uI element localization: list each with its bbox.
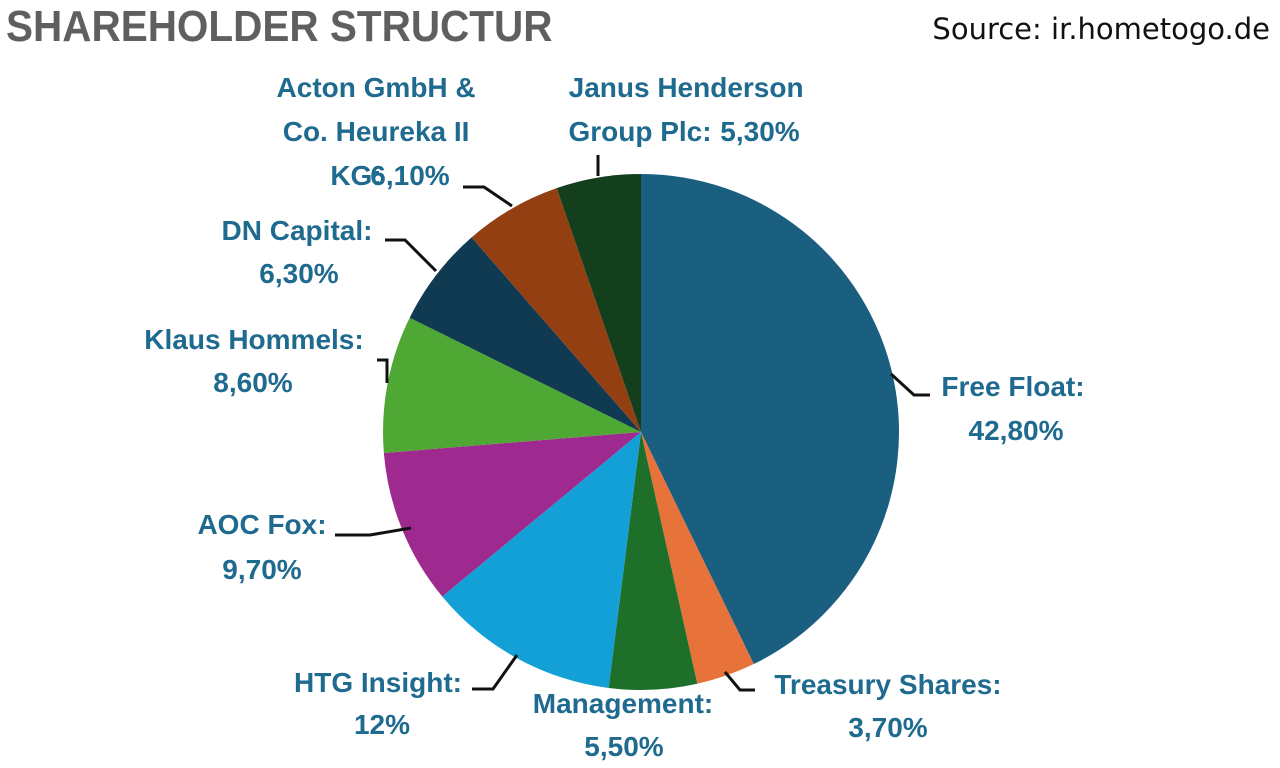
slice-label-klaus-hommels: Klaus Hommels:	[144, 324, 363, 355]
leader-line-acton	[463, 185, 513, 208]
leader-line-htg-insight	[472, 654, 519, 691]
slice-label-acton-line-1: Acton GmbH &	[277, 72, 476, 103]
slice-value-klaus-hommels: 8,60%	[213, 367, 292, 398]
slice-label-acton-line-2: Co. Heureka II	[283, 116, 470, 147]
pie-slice-dn-capital	[409, 237, 641, 432]
pie-slice-aoc-fox	[383, 432, 641, 597]
leader-line-free-float	[889, 372, 930, 397]
slice-value-management: 5,50%	[584, 731, 663, 762]
source-note: Source: ir.hometogo.de	[932, 12, 1270, 46]
pie-slice-htg-insight	[442, 432, 641, 688]
slice-value-aoc-fox: 9,70%	[222, 554, 301, 585]
slice-label-treasury-shares: Treasury Shares:	[774, 669, 1001, 700]
pie-slice-acton	[471, 188, 641, 432]
slice-label-janus-henderson: Janus Henderson Group Plc:	[568, 72, 811, 147]
slice-value-free-float: 42,80%	[969, 415, 1064, 446]
pie-slice-free-float	[641, 174, 900, 665]
slice-label-janus-line-1: Janus Henderson	[569, 72, 804, 103]
slice-label-janus-line-2: Group Plc:	[568, 116, 711, 147]
slice-value-treasury-shares: 3,70%	[848, 712, 927, 743]
leader-line-dn-capital	[385, 238, 438, 273]
leader-lines	[335, 155, 930, 692]
slice-value-dn-capital: 6,30%	[259, 258, 338, 289]
slice-label-free-float: Free Float:	[941, 371, 1084, 402]
leader-line-klaus-hommels	[377, 358, 389, 383]
slice-value-janus-henderson: 5,30%	[720, 116, 799, 147]
leader-line-aoc-fox	[335, 526, 412, 537]
slice-label-aoc-fox: AOC Fox:	[197, 509, 326, 540]
slice-label-management: Management:	[533, 688, 713, 719]
pie-slice-klaus-hommels	[383, 317, 641, 454]
chart-title: SHAREHOLDER STRUCTUR	[6, 2, 553, 51]
slice-label-dn-capital: DN Capital:	[222, 215, 373, 246]
slice-value-acton: 6,10%	[370, 160, 449, 191]
leader-line-treasury-shares	[723, 671, 755, 692]
pie-slice-janus-henderson	[556, 174, 641, 432]
slice-label-acton: Acton GmbH & Co. Heureka II KG:	[277, 72, 484, 191]
slice-label-htg-insight: HTG Insight:	[294, 667, 462, 698]
slice-label-acton-line-3: KG:	[330, 160, 381, 191]
slice-value-htg-insight: 12%	[354, 709, 410, 740]
pie-slices	[383, 174, 900, 691]
pie-slice-treasury-shares	[641, 432, 754, 684]
pie-slice-management	[608, 432, 698, 691]
